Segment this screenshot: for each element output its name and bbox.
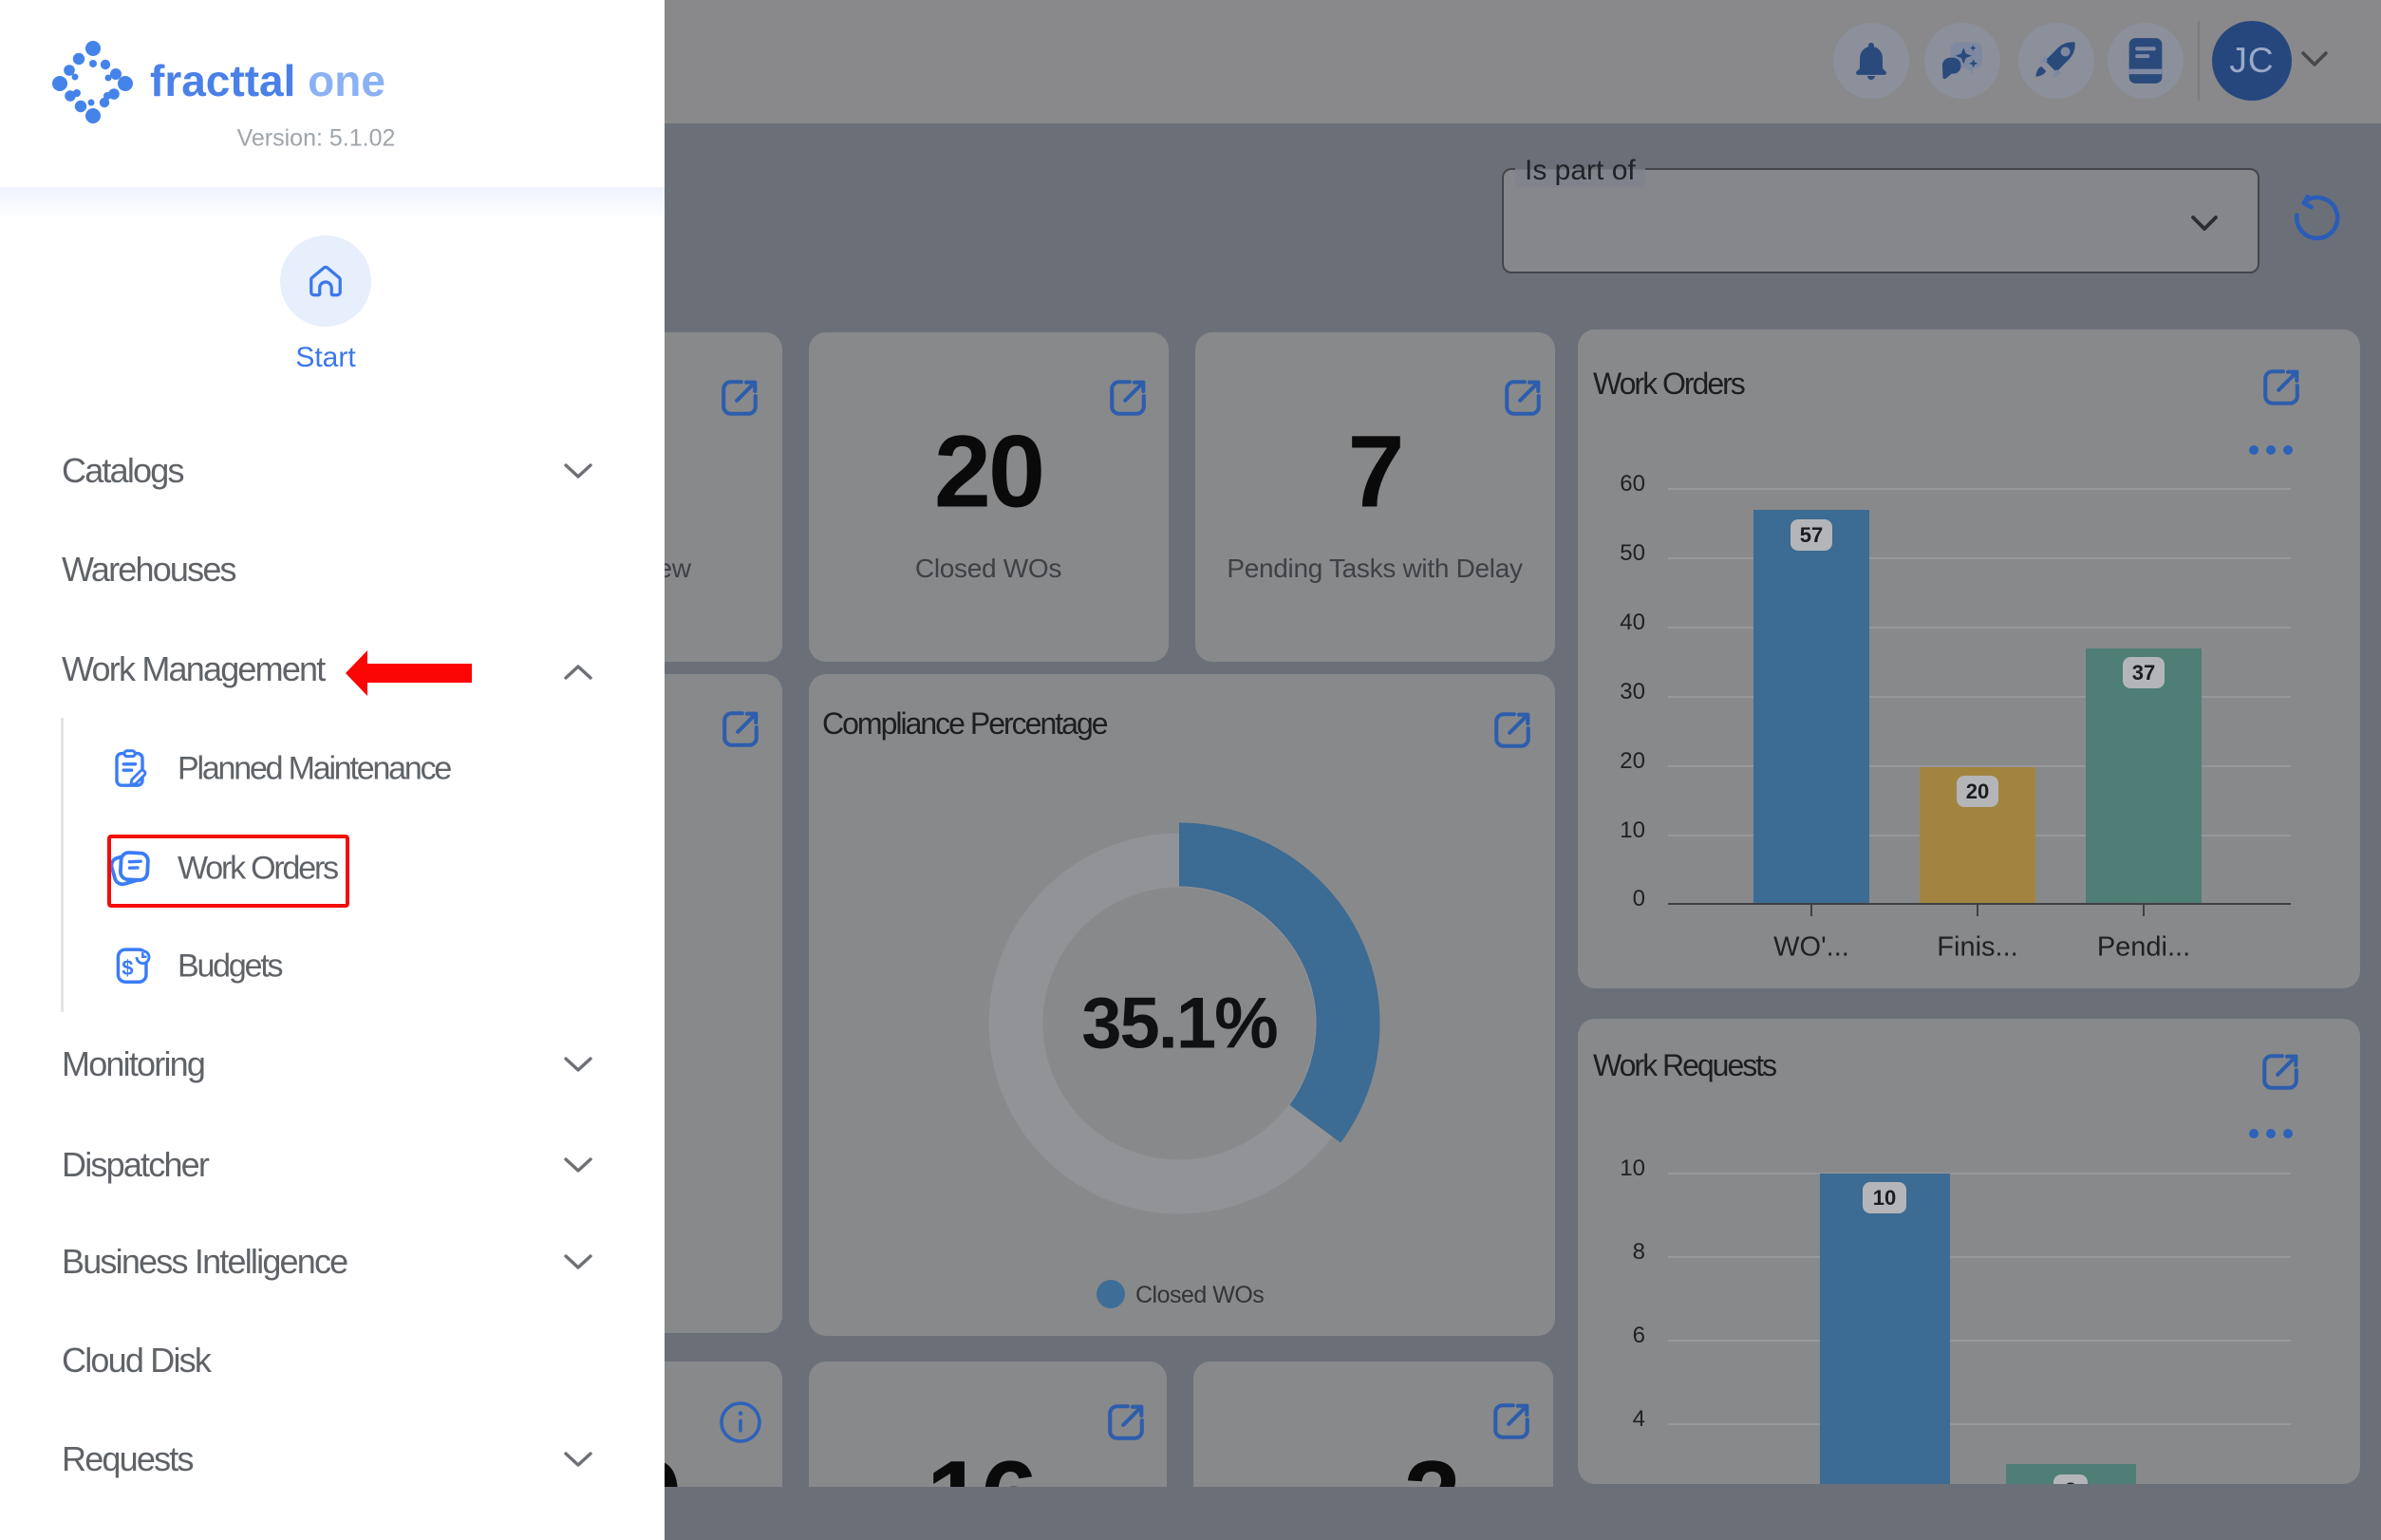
svg-text:$: $ — [122, 956, 133, 980]
